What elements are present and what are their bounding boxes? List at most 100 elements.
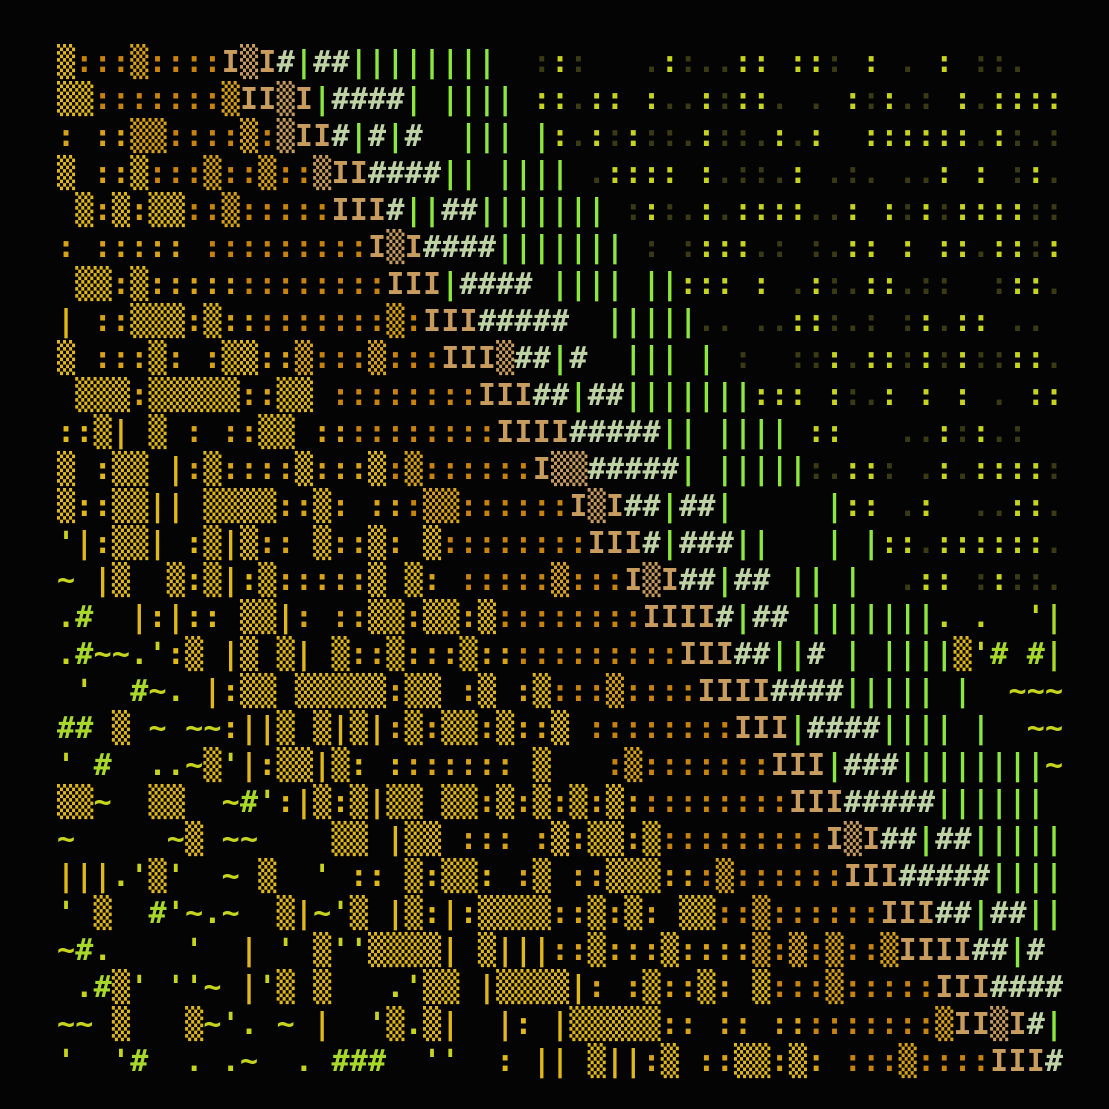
ascii-cell (94, 673, 112, 710)
ascii-cell: . (1008, 45, 1027, 80)
ascii-cell: : (368, 304, 387, 339)
ascii-cell: : (532, 711, 551, 746)
ascii-cell: | (862, 526, 881, 561)
ascii-cell (1008, 377, 1026, 414)
ascii-cell: # (642, 415, 661, 450)
ascii-cell: : (935, 45, 954, 80)
ascii-cell: : (807, 304, 826, 339)
ascii-cell: | (679, 378, 698, 413)
ascii-cell: : (496, 563, 515, 598)
ascii-cell: . (935, 304, 954, 339)
ascii-cell: : (386, 378, 405, 413)
ascii-cell: ▒ (203, 378, 222, 413)
ascii-cell (112, 599, 130, 636)
ascii-cell: ▒ (386, 600, 405, 635)
ascii-cell: : (788, 304, 807, 339)
ascii-cell: : (349, 415, 368, 450)
ascii-cell: ~ (166, 822, 185, 857)
ascii-cell: : (422, 711, 441, 746)
ascii-cell: | (825, 489, 844, 524)
ascii-cell: ~ (221, 785, 240, 820)
ascii-cell: ▒ (642, 859, 661, 894)
ascii-cell: | (916, 600, 936, 635)
ascii-cell: | (258, 711, 277, 746)
ascii-cell: | (880, 637, 899, 672)
ascii-cell: # (368, 1044, 387, 1079)
ascii-cell: | (111, 415, 130, 450)
ascii-cell: : (642, 748, 661, 783)
ascii-cell: # (404, 156, 423, 191)
ascii-cell (331, 858, 349, 895)
ascii-cell (478, 1006, 496, 1043)
ascii-cell: # (313, 45, 332, 80)
ascii-cell: # (130, 674, 149, 709)
ascii-cell: : (587, 600, 606, 635)
ascii-cell (990, 155, 1008, 192)
ascii-cell: # (807, 711, 826, 746)
ascii-cell (606, 969, 624, 1006)
ascii-cell: ▒ (788, 1044, 807, 1079)
ascii-cell: ▒ (331, 822, 350, 857)
ascii-cell (350, 969, 368, 1006)
ascii-cell: : (880, 452, 899, 487)
ascii-cell (203, 784, 221, 821)
ascii-cell (203, 932, 221, 969)
ascii-cell: # (532, 341, 551, 376)
ascii-cell (679, 1043, 697, 1080)
ascii-cell: ▒ (843, 822, 862, 857)
ascii-cell (148, 1006, 166, 1043)
ascii-cell: : (496, 526, 515, 561)
ascii-cell: : (935, 526, 954, 561)
ascii-cell: ▒ (697, 970, 716, 1005)
ascii-cell: : (148, 267, 167, 302)
ascii-row: ' ▒ #'~.~ ▒|~'▒ |▒:|:▒▒▒▒::▒:▒: ▒▒::▒:::… (57, 895, 1063, 932)
ascii-cell (75, 821, 93, 858)
ascii-cell: . (386, 970, 405, 1005)
ascii-cell: # (386, 156, 405, 191)
ascii-cell: # (990, 637, 1009, 672)
ascii-cell: # (1026, 1007, 1045, 1042)
ascii-cell: # (368, 82, 387, 117)
ascii-cell: : (1008, 415, 1027, 450)
ascii-cell: I (862, 822, 881, 857)
ascii-cell: # (75, 600, 94, 635)
ascii-cell (185, 673, 203, 710)
ascii-cell: . (715, 193, 734, 228)
ascii-cell (880, 303, 898, 340)
ascii-cell: : (843, 452, 862, 487)
ascii-cell: : (258, 378, 277, 413)
ascii-cell: : (624, 785, 643, 820)
ascii-cell: I (770, 711, 789, 746)
ascii-cell: : (916, 970, 936, 1005)
ascii-cell: I (990, 1044, 1009, 1079)
ascii-cell: ▒ (441, 970, 460, 1005)
ascii-cell (148, 969, 166, 1006)
ascii-cell: : (239, 304, 259, 339)
ascii-cell: ▒ (239, 341, 259, 376)
ascii-cell (130, 562, 148, 599)
ascii-row: |||.'▒' ~ ▒ ' :: ▒:▒▒: :▒ ::▒▒▒:::▒:::::… (57, 858, 1063, 895)
ascii-cell: : (404, 415, 423, 450)
ascii-cell: : (514, 859, 533, 894)
ascii-cell: : (715, 933, 734, 968)
ascii-cell: # (477, 304, 496, 339)
ascii-cell: ▒ (276, 637, 295, 672)
ascii-cell: : (313, 415, 332, 450)
ascii-cell: | (532, 230, 551, 265)
ascii-cell: : (862, 267, 881, 302)
ascii-cell: ~ (313, 896, 332, 931)
ascii-cell (588, 303, 606, 340)
ascii-cell (880, 155, 898, 192)
ascii-cell (478, 1043, 496, 1080)
ascii-cell (405, 525, 423, 562)
ascii-cell: : (679, 822, 698, 857)
ascii-cell: : (276, 563, 295, 598)
ascii-cell: : (825, 341, 844, 376)
ascii-cell: : (971, 341, 990, 376)
ascii-cell: | (679, 452, 698, 487)
ascii-cell: ▒ (496, 970, 515, 1005)
ascii-cell: ▒ (349, 785, 368, 820)
ascii-cell (771, 44, 789, 81)
ascii-cell (277, 673, 295, 710)
ascii-cell: # (551, 378, 570, 413)
